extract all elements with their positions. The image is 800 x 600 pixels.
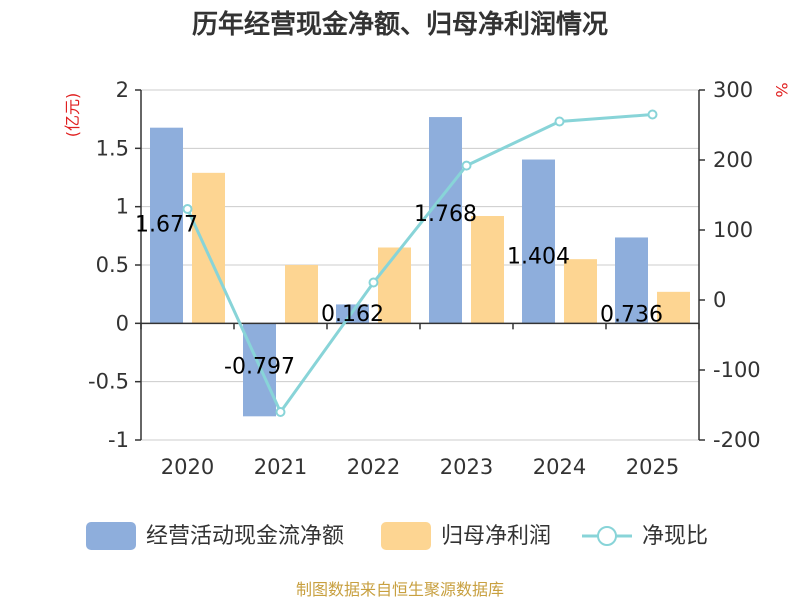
cashflow-data-label: 1.677 [135,213,198,238]
chart-title: 历年经营现金净额、归母净利润情况 [192,9,608,40]
category-label: 2020 [161,455,214,479]
ratio-point [461,160,472,171]
source-note: 制图数据来自恒生聚源数据库 [296,580,504,599]
cashflow-data-label: 1.404 [507,245,570,270]
ratio-point [647,109,658,120]
left-tick-label: 0 [116,311,129,335]
left-tick-label: 2 [116,78,129,102]
category-label: 2021 [254,455,307,479]
ratio-point [368,277,379,288]
left-axis-unit: (亿元) [63,93,82,138]
category-label: 2023 [440,455,493,479]
net-profit-bar [285,265,318,324]
cashflow-bar [522,159,555,324]
right-tick-label: -100 [713,358,761,382]
cashflow-bar [615,237,648,324]
cashflow-data-label: 1.768 [414,202,477,227]
left-tick-label: -1 [108,428,129,452]
right-axis-unit: % [772,82,791,97]
right-tick-label: 100 [713,218,753,242]
bar-series [150,117,690,417]
legend-marker [597,526,617,546]
cashflow-data-label: 0.162 [321,302,384,327]
cashflow-data-label: -0.797 [224,354,295,379]
ratio-line [186,113,653,415]
cashflow-bar [150,127,183,324]
legend-swatch [381,522,431,550]
right-tick-label: 0 [713,288,726,312]
left-tick-label: -0.5 [88,370,129,394]
category-label: 2022 [347,455,400,479]
net-profit-bar [657,291,690,324]
category-label: 2024 [533,455,586,479]
data-labels: 1.677 -0.797 0.162 1.768 1.404 0.736 [135,202,663,379]
left-tick-label: 0.5 [96,253,129,277]
ratio-line-series [182,109,658,417]
net-profit-bar [192,172,225,324]
legend-label: 经营活动现金流净额 [146,524,344,549]
net-profit-bar [564,259,597,324]
left-tick-label: 1 [116,195,129,219]
legend-label: 净现比 [642,524,708,549]
ratio-point [554,116,565,127]
right-tick-label: 300 [713,78,753,102]
cashflow-data-label: 0.736 [600,302,663,327]
category-label: 2025 [626,455,679,479]
cashflow-bar [429,117,462,324]
net-profit-bar [471,216,504,324]
legend-label: 归母净利润 [441,524,551,549]
axes: 2 1.5 1 0.5 0 -0.5 -1 300 200 100 0 -100 -200 2020 202… [88,78,761,479]
ratio-point [182,204,193,214]
right-tick-label: -200 [713,428,761,452]
ratio-point [275,407,286,417]
left-tick-label: 1.5 [96,136,129,160]
legend-swatch [86,522,136,550]
right-tick-label: 200 [713,148,753,172]
net-profit-bar [378,247,411,324]
legend: 经营活动现金流净额 归母净利润 净现比 [86,522,708,550]
